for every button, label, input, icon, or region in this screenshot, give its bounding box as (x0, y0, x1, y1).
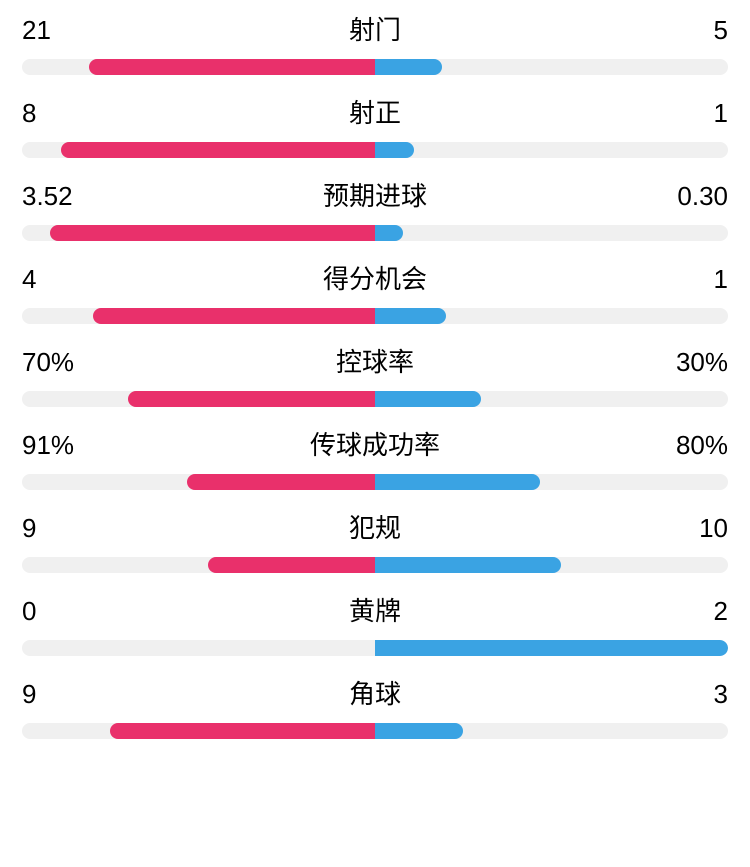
stat-row: 4得分机会1 (22, 259, 728, 324)
stat-value-right: 80% (668, 430, 728, 461)
stat-row: 8射正1 (22, 93, 728, 158)
stat-row: 9犯规10 (22, 508, 728, 573)
stat-bar-left (128, 391, 375, 407)
stat-bar-right (375, 142, 414, 158)
stat-bar-track (22, 474, 728, 490)
stat-label: 黄牌 (82, 591, 668, 628)
stat-bar-right (375, 723, 463, 739)
stat-bar-right (375, 59, 442, 75)
stat-bar-right (375, 557, 561, 573)
stat-label: 犯规 (82, 508, 668, 545)
stat-value-right: 3 (668, 679, 728, 710)
stat-row: 9角球3 (22, 674, 728, 739)
stat-value-left: 8 (22, 98, 82, 129)
match-stats-chart: 21射门58射正13.52预期进球0.304得分机会170%控球率30%91%传… (22, 10, 728, 739)
stat-value-left: 0 (22, 596, 82, 627)
stat-bar-right (375, 640, 728, 656)
stat-value-left: 21 (22, 15, 82, 46)
stat-bar-track (22, 723, 728, 739)
stat-row: 0黄牌2 (22, 591, 728, 656)
stat-bar-right (375, 391, 481, 407)
stat-bar-track (22, 640, 728, 656)
stat-bar-track (22, 308, 728, 324)
stat-row: 3.52预期进球0.30 (22, 176, 728, 241)
stat-value-right: 5 (668, 15, 728, 46)
stat-label: 射门 (82, 10, 668, 47)
stat-value-right: 1 (668, 264, 728, 295)
stat-row: 91%传球成功率80% (22, 425, 728, 490)
stat-bar-right (375, 225, 403, 241)
stat-value-left: 3.52 (22, 181, 82, 212)
stat-bar-left (50, 225, 375, 241)
stat-bar-track (22, 59, 728, 75)
stat-value-left: 4 (22, 264, 82, 295)
stat-label: 射正 (82, 93, 668, 130)
stat-bar-right (375, 474, 540, 490)
stat-value-left: 9 (22, 679, 82, 710)
stat-bar-track (22, 142, 728, 158)
stat-value-left: 91% (22, 430, 82, 461)
stat-label: 传球成功率 (82, 425, 668, 462)
stat-value-right: 0.30 (668, 181, 728, 212)
stat-label: 预期进球 (82, 176, 668, 213)
stat-bar-track (22, 225, 728, 241)
stat-row: 70%控球率30% (22, 342, 728, 407)
stat-bar-track (22, 391, 728, 407)
stat-value-right: 30% (668, 347, 728, 378)
stat-label: 得分机会 (82, 259, 668, 296)
stat-bar-left (110, 723, 375, 739)
stat-bar-right (375, 308, 446, 324)
stat-bar-left (208, 557, 375, 573)
stat-bar-left (89, 59, 375, 75)
stat-value-right: 2 (668, 596, 728, 627)
stat-value-left: 9 (22, 513, 82, 544)
stat-bar-left (61, 142, 375, 158)
stat-value-left: 70% (22, 347, 82, 378)
stat-bar-left (187, 474, 375, 490)
stat-row: 21射门5 (22, 10, 728, 75)
stat-value-right: 1 (668, 98, 728, 129)
stat-bar-track (22, 557, 728, 573)
stat-bar-left (93, 308, 375, 324)
stat-label: 角球 (82, 674, 668, 711)
stat-label: 控球率 (82, 342, 668, 379)
stat-value-right: 10 (668, 513, 728, 544)
